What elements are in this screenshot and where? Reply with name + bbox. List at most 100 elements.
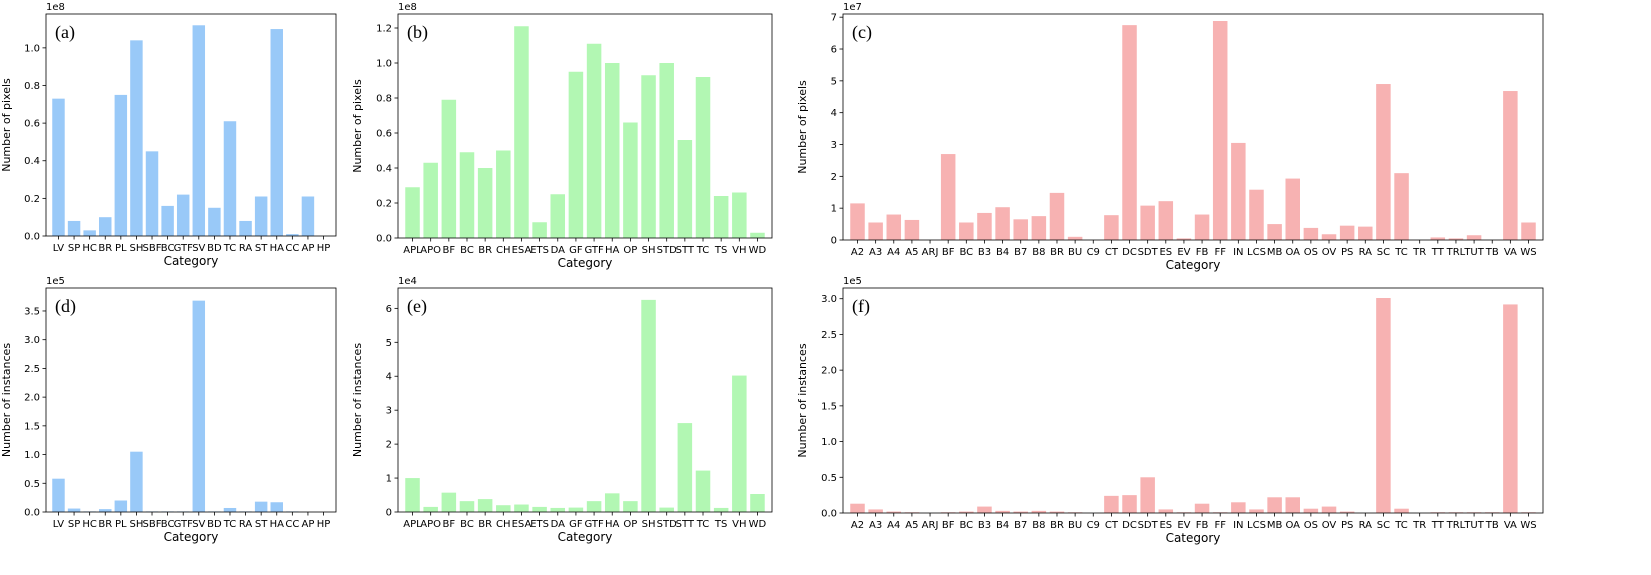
x-tick-label: APL — [403, 245, 422, 256]
bar-TUT — [1466, 235, 1482, 240]
bar-GTF — [586, 43, 602, 238]
y-tick-label: 1 — [386, 474, 392, 485]
y-axis-label: Number of instances — [0, 343, 13, 457]
x-tick-label: BR — [98, 519, 112, 530]
x-tick-label: PL — [115, 519, 127, 530]
x-tick-label: SV — [192, 243, 205, 254]
bar-APL — [405, 187, 420, 238]
bar-BR — [1049, 511, 1065, 513]
x-tick-label: HA — [605, 519, 620, 530]
x-tick-label: LV — [53, 243, 64, 254]
x-tick-label: OV — [1322, 520, 1337, 531]
x-tick-label: BF — [443, 245, 456, 256]
bar-VA — [1503, 91, 1518, 240]
bar-OA — [1285, 178, 1300, 240]
x-tick-label: ETS — [530, 519, 549, 530]
x-tick-label: BR — [478, 519, 492, 530]
axes-frame — [397, 13, 773, 239]
bar-TRL — [1448, 238, 1464, 240]
x-tick-label: OS — [1304, 520, 1318, 531]
x-tick-label: GF — [569, 245, 583, 256]
bar-CH — [496, 505, 511, 512]
x-tick-label: BD — [207, 519, 222, 530]
x-tick-label: C9 — [1087, 520, 1100, 531]
x-tick-label: IN — [1233, 520, 1243, 531]
y-tick-label: 0.4 — [376, 164, 392, 175]
x-tick-label: A4 — [887, 520, 900, 531]
y-tick-label: 0.8 — [24, 81, 40, 92]
x-tick-label: FF — [1214, 247, 1226, 258]
bar-BF — [940, 154, 956, 240]
x-tick-label: BR — [478, 245, 492, 256]
x-tick-label: EV — [1177, 247, 1190, 258]
bar-A4 — [886, 511, 902, 513]
x-axis-label: Category — [164, 530, 219, 544]
bar-AP — [301, 196, 315, 236]
x-tick-label: STD — [657, 519, 677, 530]
panel-label: (a) — [55, 22, 75, 43]
bar-DC — [1122, 495, 1137, 513]
bar-FB — [1194, 214, 1210, 240]
bar-ST — [254, 196, 268, 236]
chart-panel-5: A2 A3 A4 A5 ARJ BF BC B3 B4 B7 B8 BR BU C9 CT DC SDT ES EV… — [796, 276, 1544, 545]
bar-TS — [713, 196, 729, 238]
bar-PS — [1339, 511, 1355, 513]
x-tick-label: BD — [207, 243, 222, 254]
x-tick-label: SP — [68, 243, 80, 254]
x-tick-label: AP — [301, 519, 314, 530]
y-tick-label: 0.0 — [821, 509, 837, 520]
bar-GTF — [176, 194, 190, 236]
y-tick-label: 5 — [386, 338, 392, 349]
bar-APO — [423, 162, 438, 238]
bar-WS — [1521, 222, 1536, 240]
x-tick-label: WD — [749, 245, 767, 256]
x-tick-label: DC — [1122, 247, 1137, 258]
x-tick-label: IN — [1233, 247, 1243, 258]
x-tick-label: A2 — [851, 247, 864, 258]
bar-CH — [496, 150, 511, 238]
y-tick-label: 4 — [831, 108, 837, 119]
bar-BF — [441, 99, 457, 238]
y-tick-label: 6 — [386, 304, 392, 315]
bar-ESA — [514, 504, 529, 512]
x-tick-label: HP — [317, 243, 331, 254]
bar-TT — [1430, 237, 1446, 240]
y-tick-label: 1.0 — [376, 59, 392, 70]
bar-RA — [239, 220, 252, 236]
y-tick-label: 0.0 — [24, 508, 40, 519]
x-tick-label: TC — [223, 243, 237, 254]
bar-CC — [286, 234, 299, 236]
y-tick-label: 0 — [831, 236, 837, 247]
x-tick-label: TUT — [1463, 520, 1484, 531]
x-tick-label: TS — [714, 245, 727, 256]
y-tick-label: 2 — [386, 440, 392, 451]
x-tick-label: MB — [1267, 520, 1283, 531]
bar-PL — [114, 94, 128, 237]
x-tick-label: SH — [129, 519, 143, 530]
x-tick-label: OV — [1322, 247, 1337, 258]
axes-frame — [397, 287, 773, 513]
bar-MB — [1267, 497, 1282, 513]
x-tick-label: HA — [270, 243, 285, 254]
x-tick-label: TRL — [1446, 520, 1466, 531]
x-tick-label: SDT — [1138, 520, 1159, 531]
y-tick-label: 0.8 — [376, 94, 392, 105]
bar-SV — [192, 300, 206, 512]
x-tick-label: PS — [1341, 520, 1353, 531]
bar-BD — [208, 207, 221, 236]
x-tick-label: TC — [1394, 247, 1408, 258]
bar-B7 — [1013, 219, 1028, 240]
bar-DA — [550, 194, 566, 238]
axes-frame — [45, 13, 337, 237]
x-tick-label: TUT — [1463, 247, 1484, 258]
x-tick-label: SBF — [143, 243, 162, 254]
x-tick-label: STT — [676, 519, 695, 530]
bar-B3 — [977, 212, 992, 240]
x-tick-label: WS — [1520, 520, 1536, 531]
y-tick-label: 0.5 — [821, 473, 837, 484]
x-tick-label: TB — [1485, 247, 1499, 258]
x-tick-label: SH — [642, 245, 656, 256]
y-tick-label: 3.5 — [24, 306, 40, 317]
y-tick-label: 0.0 — [24, 232, 40, 243]
y-tick-label: 0 — [386, 508, 392, 519]
